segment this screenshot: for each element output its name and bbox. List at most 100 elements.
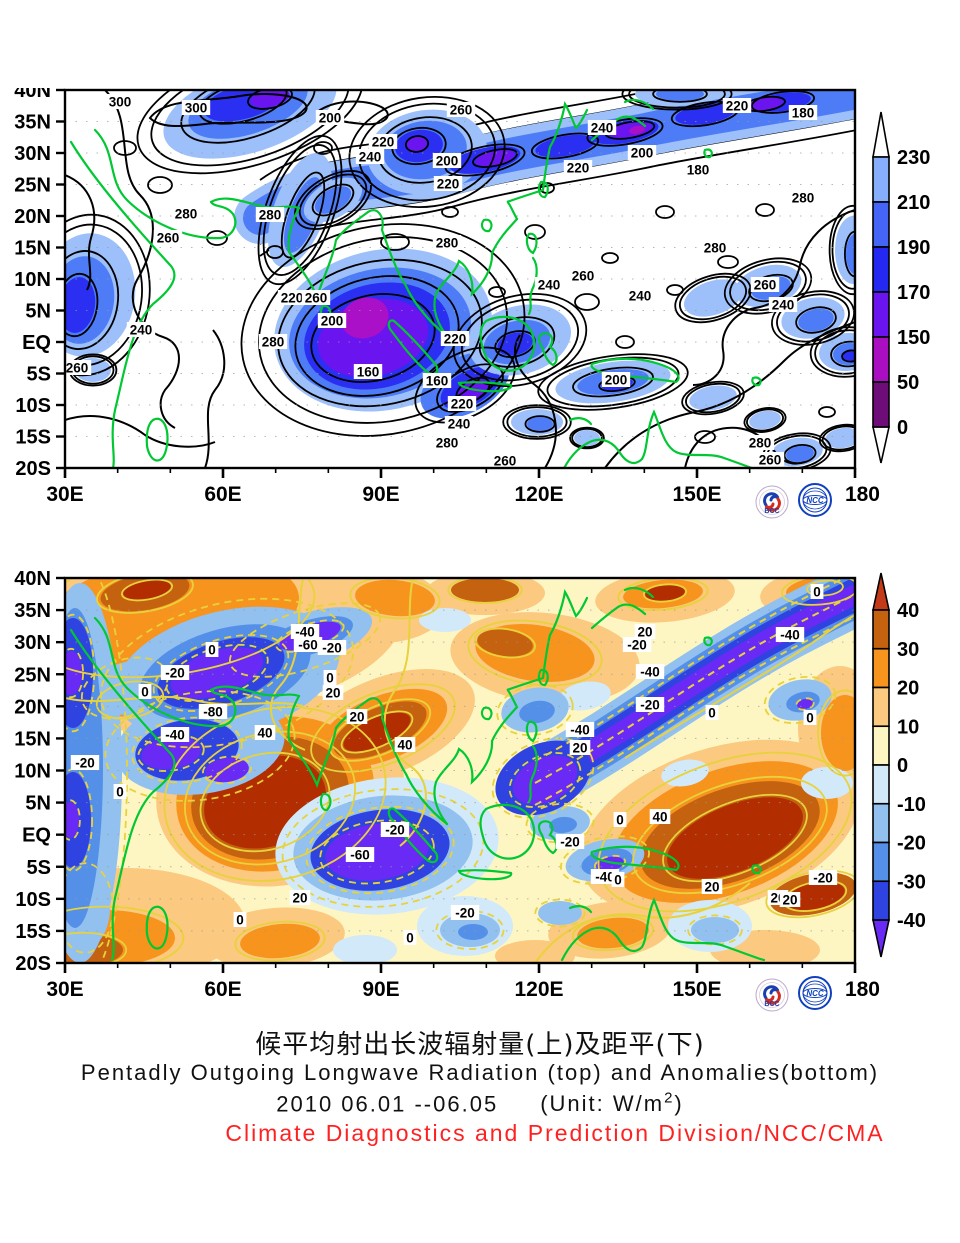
shading-blob <box>65 802 79 838</box>
colorbar-arrow-up <box>872 111 890 158</box>
contour-line <box>830 340 855 368</box>
contour-label: 0 <box>205 642 219 658</box>
lat-tick-label: 15S <box>15 427 51 449</box>
colorbar-olr: 230 210 190 170 150 50 0 <box>872 111 930 464</box>
contour-line <box>818 423 855 453</box>
contour-line <box>313 141 333 155</box>
contour-label: 220 <box>440 331 470 347</box>
contour-label: 0 <box>233 912 247 928</box>
contour-line <box>234 920 326 962</box>
contour-line <box>755 203 775 217</box>
contour-label: 240 <box>534 277 564 293</box>
shading-blob <box>477 629 533 657</box>
colorbar-segment <box>872 156 890 203</box>
contour-line <box>763 675 837 725</box>
svg-text:BCC: BCC <box>764 1001 779 1008</box>
contour-label: 240 <box>126 322 156 338</box>
colorbar-anomaly: 40 30 20 10 0 -10 -20 -30 -40 <box>872 572 926 958</box>
contour-line <box>262 144 338 276</box>
contour-line <box>277 258 483 408</box>
lon-tick-label: 150E <box>672 978 721 1001</box>
contour-label: -20 <box>555 834 585 850</box>
contour-label: 260 <box>62 360 92 376</box>
svg-text:280: 280 <box>704 241 727 256</box>
svg-text:NCC: NCC <box>806 989 824 998</box>
coastline <box>479 315 536 372</box>
contour-label: 260 <box>490 453 520 469</box>
contour-line <box>687 914 743 946</box>
contour-label: 20 <box>634 624 656 640</box>
colorbar-arrow-down <box>872 919 890 958</box>
contour-label: 220 <box>368 134 398 150</box>
contour-label: 240 <box>355 149 385 165</box>
shading-blob <box>629 125 645 135</box>
svg-text:0: 0 <box>616 813 624 828</box>
contour-line <box>441 206 459 218</box>
svg-text:180: 180 <box>792 106 815 121</box>
lat-tick-label: EQ <box>22 332 51 354</box>
contour-line <box>280 171 326 259</box>
coastline <box>209 200 237 240</box>
colorbar-segment <box>872 291 890 338</box>
lat-tick-label: 30N <box>14 632 51 654</box>
svg-text:20: 20 <box>782 893 797 908</box>
coastline <box>537 180 549 199</box>
contour-line <box>298 173 368 227</box>
contour-line <box>136 90 364 175</box>
svg-text:0: 0 <box>406 931 414 946</box>
contour-line <box>652 90 708 103</box>
lon-tick-label: 180 <box>845 483 880 506</box>
contour-line <box>569 426 605 450</box>
contour-line <box>120 578 174 602</box>
svg-text:-60: -60 <box>350 848 370 863</box>
contour-line <box>746 408 784 432</box>
contour-line <box>491 737 595 819</box>
lat-tick-label: 10N <box>14 269 51 291</box>
contour-line <box>751 90 815 114</box>
coastlines <box>69 98 762 468</box>
shading-blob <box>407 136 427 152</box>
colorbar-segment <box>872 802 890 844</box>
contour-line <box>666 284 684 296</box>
contour-label: -40 <box>160 727 190 743</box>
lat-tick-label: 15S <box>15 921 51 943</box>
svg-text:0: 0 <box>708 706 716 721</box>
lat-tick-label: 5S <box>27 364 51 386</box>
contour-label: 200 <box>315 110 345 126</box>
contour-label: 260 <box>301 290 331 306</box>
svg-text:240: 240 <box>772 298 795 313</box>
contour-line <box>65 174 96 291</box>
coastline <box>568 905 593 914</box>
svg-text:-40: -40 <box>295 625 315 640</box>
coastline <box>527 256 538 316</box>
svg-text:240: 240 <box>448 417 471 432</box>
coastline <box>623 586 655 599</box>
title-english: Pentadly Outgoing Longwave Radiation (to… <box>80 1060 880 1085</box>
colorbar-segment <box>872 609 890 650</box>
contour-line <box>572 366 654 398</box>
contour-line <box>514 334 557 468</box>
shading-blob <box>538 901 582 925</box>
shading-blob <box>458 924 488 940</box>
svg-text:200: 200 <box>321 314 344 329</box>
contour-line <box>806 579 844 597</box>
coastline <box>287 694 370 789</box>
contour-line <box>795 306 837 334</box>
contour-line <box>305 805 455 895</box>
svg-text:200: 200 <box>436 154 459 169</box>
contour-line <box>817 689 855 777</box>
svg-text:-20: -20 <box>455 906 475 921</box>
contour-label: 220 <box>277 290 307 306</box>
contour-line <box>228 602 382 678</box>
shading-blob <box>355 579 435 617</box>
colorbar-segment <box>872 246 890 293</box>
svg-text:0: 0 <box>326 671 334 686</box>
contour-label: 0 <box>705 705 719 721</box>
contour-line <box>508 752 582 808</box>
shading-blob <box>798 308 834 332</box>
contour-label: 300 <box>181 100 211 116</box>
contour-label: -20 <box>635 697 665 713</box>
contour-label: -80 <box>198 704 228 720</box>
svg-text:20: 20 <box>325 686 340 701</box>
svg-text:160: 160 <box>426 374 449 389</box>
